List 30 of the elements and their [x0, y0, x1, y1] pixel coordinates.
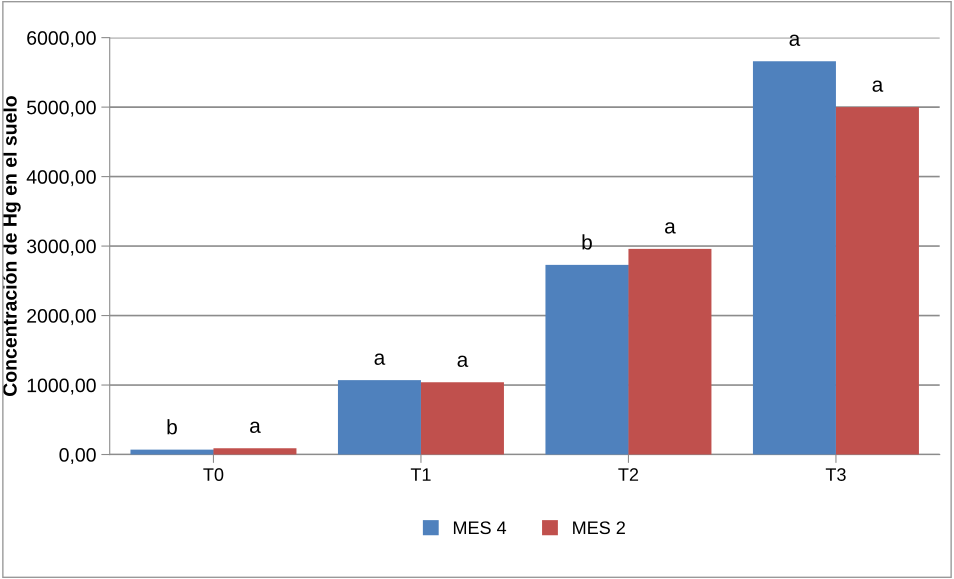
data-label: a: [872, 80, 884, 92]
bar: [338, 380, 421, 455]
bar: [130, 450, 214, 455]
bar: [628, 248, 712, 455]
legend-label: MES 4: [454, 521, 506, 534]
x-tick-label: T0: [203, 468, 224, 481]
bar: [213, 448, 296, 455]
x-tick-label: T2: [618, 468, 638, 481]
bar: [836, 107, 919, 455]
bar: [545, 264, 628, 455]
y-tick-label: 4000,00: [26, 170, 96, 186]
bar: [420, 382, 504, 455]
data-label: b: [582, 234, 592, 250]
x-tick-label: T3: [826, 468, 846, 481]
data-label: a: [790, 34, 800, 46]
y-tick-label: 1000,00: [28, 378, 96, 395]
y-axis-title: Concentración de Hg en el suelo: [2, 96, 21, 396]
y-tick-label: 0,00: [59, 448, 96, 464]
y-tick-label: 3000,00: [26, 240, 96, 256]
data-label: a: [458, 356, 468, 368]
bar: [752, 61, 836, 455]
y-tick-label: 2000,00: [27, 309, 96, 326]
data-label: a: [250, 422, 261, 434]
y-tick-label: 5000,00: [27, 100, 96, 117]
x-tick-label: T1: [410, 468, 431, 481]
data-label: a: [665, 222, 676, 234]
legend-label: MES 2: [573, 521, 625, 534]
data-label: b: [168, 419, 177, 434]
y-tick-label: 6000,00: [27, 31, 96, 48]
data-label: a: [374, 354, 386, 365]
